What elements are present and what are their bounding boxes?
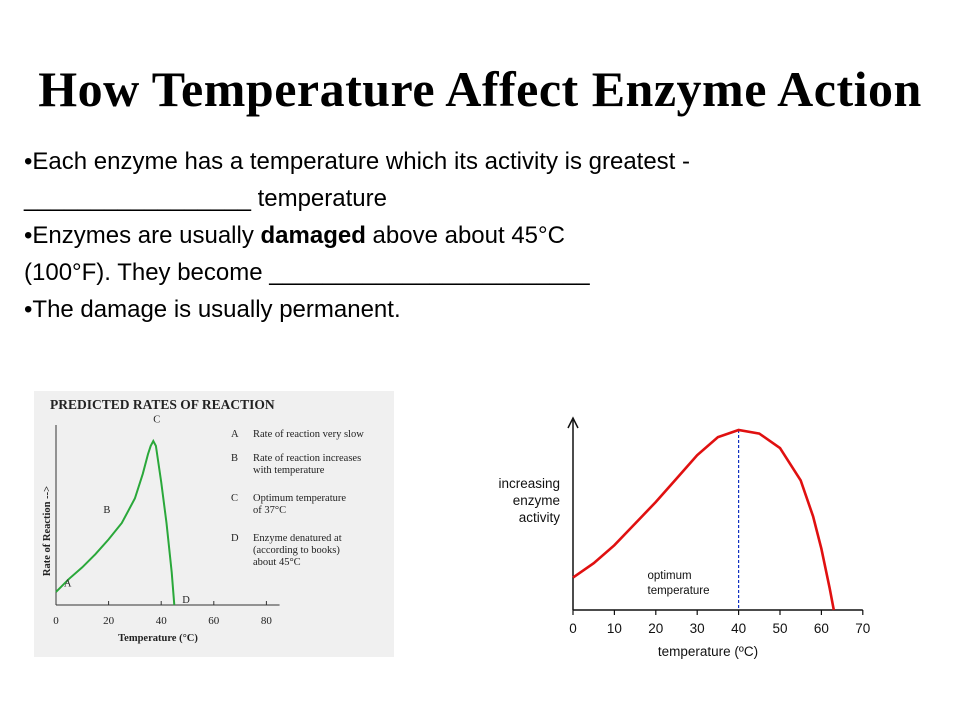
slide-title: How Temperature Affect Enzyme Action [38,61,922,117]
x-tick-label: 0 [53,615,59,627]
optimum-label: optimum [648,570,692,582]
x-tick-label: 40 [156,615,168,627]
x-tick-label: 50 [772,621,787,636]
enzyme-activity-chart: increasing enzyme activity 0 10 20 30 40 50 60 70… [498,416,870,659]
x-tick-label: 60 [208,615,220,627]
y-axis-label: increasing [498,476,560,491]
annotation-text: Optimum temperature [253,493,346,504]
annotation-text: (according to books) [253,545,340,556]
x-tick-label: 70 [855,621,870,636]
annotation-text: Rate of reaction very slow [253,429,364,440]
bullet-line: •Enzymes are usually damaged above about… [24,217,944,254]
bullet-text: above about 45°C [365,222,565,249]
x-tick-label: 80 [261,615,273,627]
y-axis-arrow-icon [567,416,579,429]
annotation-text: with temperature [253,465,325,476]
point-label: D [182,595,190,606]
bullet-line: _________________ temperature [24,185,387,212]
y-axis-label: activity [519,510,561,525]
series-line [55,438,176,606]
point-label: A [64,579,72,590]
x-tick-label: 20 [103,615,115,627]
annotation-text: of 37°C [253,505,286,516]
chart-title: PREDICTED RATES OF REACTION [50,397,275,412]
annotation-key: D [231,533,239,544]
y-axis-label: enzyme [513,493,560,508]
annotation-key: B [231,453,238,464]
annotation-key: A [231,429,239,440]
bullet-list: •Each enzyme has a temperature which its… [24,143,944,328]
x-tick-label: 60 [814,621,829,636]
optimum-label: temperature [648,585,710,597]
x-tick-label: 10 [607,621,622,636]
point-label: B [103,505,110,516]
chart-background [34,391,394,657]
x-axis-label: Temperature (°C) [118,633,198,644]
series-line [572,428,836,611]
x-tick-label: 20 [648,621,663,636]
bullet-line: (100°F). They become ___________________… [24,259,590,286]
x-axis-label: temperature (ºC) [658,644,758,659]
predicted-rates-chart: PREDICTED RATES OF REACTION Rate of Reac… [34,391,394,657]
x-tick-label: 0 [569,621,577,636]
y-axis-label: Rate of Reaction --> [42,486,53,576]
bullet-text: •Enzymes are usually [24,222,261,249]
bullet-line: •Each enzyme has a temperature which its… [24,148,691,175]
x-tick-label: 30 [690,621,705,636]
annotation-key: C [231,493,238,504]
point-label: C [153,415,160,426]
annotation-text: Rate of reaction increases [253,453,361,464]
annotation-text: Enzyme denatured at [253,533,342,544]
bullet-line: •The damage is usually permanent. [24,296,401,323]
x-tick-label: 40 [731,621,746,636]
annotation-text: about 45°C [253,557,301,568]
bullet-bold-text: damaged [260,222,366,249]
